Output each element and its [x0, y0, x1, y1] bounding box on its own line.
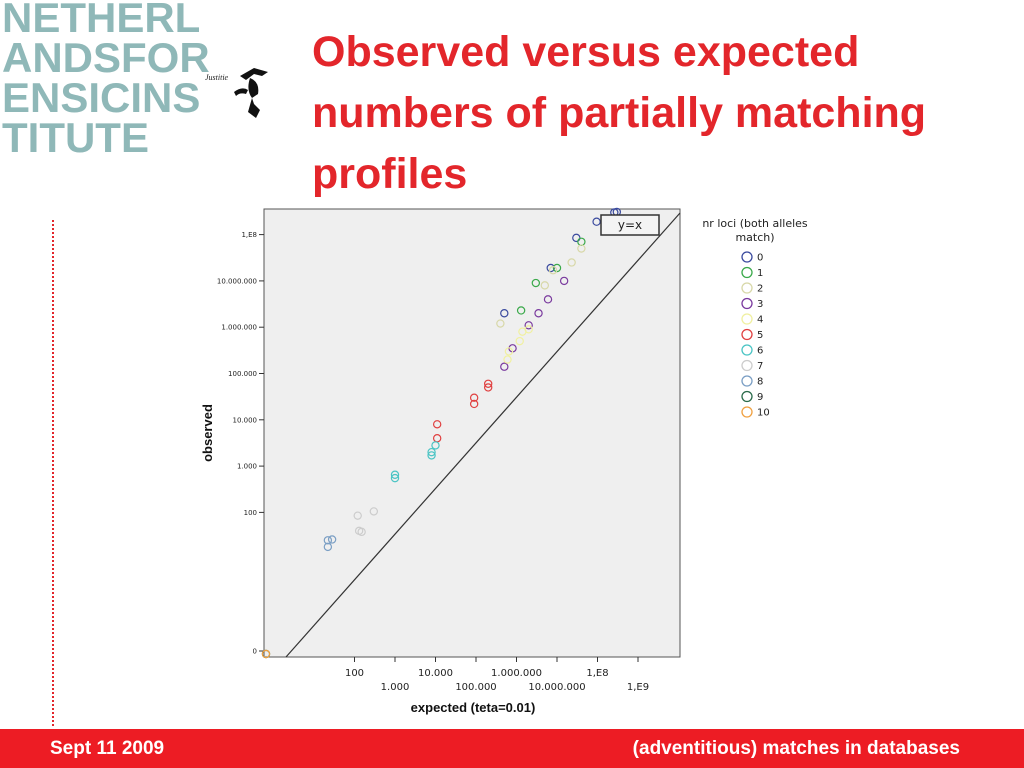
data-point-series-4 [524, 325, 533, 334]
y-tick-label: 10.000.000 [217, 277, 257, 285]
data-point-series-6 [431, 441, 440, 450]
legend-label-9: 9 [757, 392, 763, 403]
y-tick-label: 1.000 [237, 463, 257, 471]
data-point-series-2 [567, 258, 576, 267]
data-point-series-2 [496, 319, 505, 328]
logo-line-3: ENSICINS [2, 74, 201, 121]
logo-line-4: TITUTE [2, 114, 149, 161]
logo-line-1: NETHERL [2, 0, 201, 41]
legend-label-2: 2 [757, 284, 763, 295]
data-point-series-3 [500, 362, 509, 371]
x-axis: 100 10.000 1.000.000 1,E8 1.000 100.000 10.000… [345, 657, 649, 693]
data-point-series-5 [469, 399, 479, 409]
legend-marker-4 [741, 313, 753, 325]
data-point-series-5 [483, 379, 493, 388]
x-tick-label: 1.000.000 [491, 668, 542, 679]
data-point-series-8 [327, 535, 337, 544]
data-point-series-8 [323, 542, 333, 552]
x-tick-label: 1.000 [381, 682, 410, 693]
legend-label-8: 8 [757, 377, 763, 388]
data-point-series-7 [357, 527, 366, 537]
logo-line-2: ANDSFOR [2, 34, 210, 81]
data-point-series-0 [500, 309, 509, 318]
x-tick-label: 1,E8 [586, 668, 608, 679]
y-tick-label: 10.000 [233, 416, 258, 424]
legend-label-4: 4 [757, 315, 763, 326]
data-point-series-5 [432, 420, 442, 429]
decorative-dotted-line [52, 220, 54, 726]
x-tick-label: 100.000 [455, 682, 496, 693]
data-point-series-10 [261, 649, 271, 659]
legend-marker-1 [741, 266, 753, 279]
legend-label-1: 1 [757, 268, 763, 279]
legend-title-line-1: nr loci (both alleles [702, 217, 808, 230]
data-point-series-3 [524, 321, 533, 330]
legend-marker-10 [741, 406, 753, 418]
x-tick-label: 10.000.000 [528, 682, 585, 693]
legend-label-3: 3 [757, 299, 763, 310]
y-equals-x-line [285, 212, 681, 658]
justitie-emblem-icon [234, 68, 268, 118]
data-point-series-2 [540, 281, 550, 290]
data-point-series-6 [427, 451, 436, 460]
legend-label-10: 10 [757, 408, 770, 419]
data-point-series-5 [483, 383, 493, 392]
y-tick-label: 1,E8 [241, 231, 257, 239]
y-tick-label: 0 [253, 648, 257, 656]
reference-line-label-box [600, 214, 660, 236]
x-axis-label: expected (teta=0.01) [411, 700, 536, 715]
legend: nr loci (both alleles match) 0 1 2 3 4 5 6 7 8 9 1… [702, 217, 808, 419]
data-point-series-3 [543, 295, 553, 304]
legend-marker-0 [741, 251, 753, 263]
data-point-series-1 [516, 306, 526, 315]
x-tick-label: 100 [345, 668, 364, 679]
data-point-series-0 [546, 263, 555, 273]
legend-marker-8 [741, 375, 753, 387]
footer-date: Sept 11 2009 [50, 738, 165, 759]
legend-title-line-2: match) [735, 231, 774, 244]
y-axis: 1,E91,E810.000.0001.000.000100.00010.000… [217, 231, 264, 656]
data-point-series-1 [531, 278, 541, 288]
data-point-series-4 [515, 336, 524, 346]
y-tick-label: 1.000.000 [221, 324, 257, 332]
x-tick-label: 10.000 [418, 668, 453, 679]
legend-marker-3 [741, 297, 753, 310]
reference-line-group [285, 212, 681, 658]
legend-label-5: 5 [757, 330, 763, 341]
legend-marker-6 [741, 344, 753, 356]
data-point-series-0 [592, 217, 601, 226]
data-point-series-7 [369, 507, 379, 516]
slide-title: Observed versus expected numbers of part… [312, 28, 927, 198]
data-point-series-2 [577, 244, 586, 253]
footer-topic: (adventitious) matches in databases [632, 738, 960, 759]
data-point-series-5 [469, 393, 479, 402]
data-point-series-4 [503, 355, 512, 364]
data-point-series-6 [427, 447, 436, 457]
data-point-series-7 [353, 511, 362, 520]
data-point-series-3 [534, 309, 543, 318]
data-point-series-2 [548, 266, 558, 275]
reference-line-label: y=x [618, 218, 642, 232]
data-point-series-4 [504, 347, 514, 356]
legend-label-7: 7 [757, 361, 763, 372]
legend-label-6: 6 [757, 346, 763, 357]
y-tick-label: 100.000 [228, 370, 257, 378]
y-tick-label: 100 [244, 509, 257, 517]
justitie-label: Justitie [205, 73, 229, 82]
legend-marker-7 [741, 359, 753, 372]
data-points [261, 207, 622, 659]
legend-label-0: 0 [757, 253, 763, 264]
scatter-chart: 1,E91,E810.000.0001.000.000100.00010.000… [200, 207, 808, 715]
legend-marker-5 [741, 328, 753, 341]
y-axis-label: observed [200, 404, 215, 462]
data-point-series-3 [559, 276, 569, 286]
x-tick-label: 1,E9 [627, 682, 649, 693]
nfi-logo: NETHERL ANDSFOR ENSICINS TITUTE Justitie [0, 0, 290, 170]
data-point-series-6 [390, 470, 400, 479]
legend-marker-2 [741, 282, 753, 294]
legend-marker-9 [741, 390, 753, 403]
footer-bar: Sept 11 2009 (adventitious) matches in d… [0, 729, 1024, 768]
data-point-series-6 [390, 473, 400, 483]
plot-area [263, 208, 681, 658]
